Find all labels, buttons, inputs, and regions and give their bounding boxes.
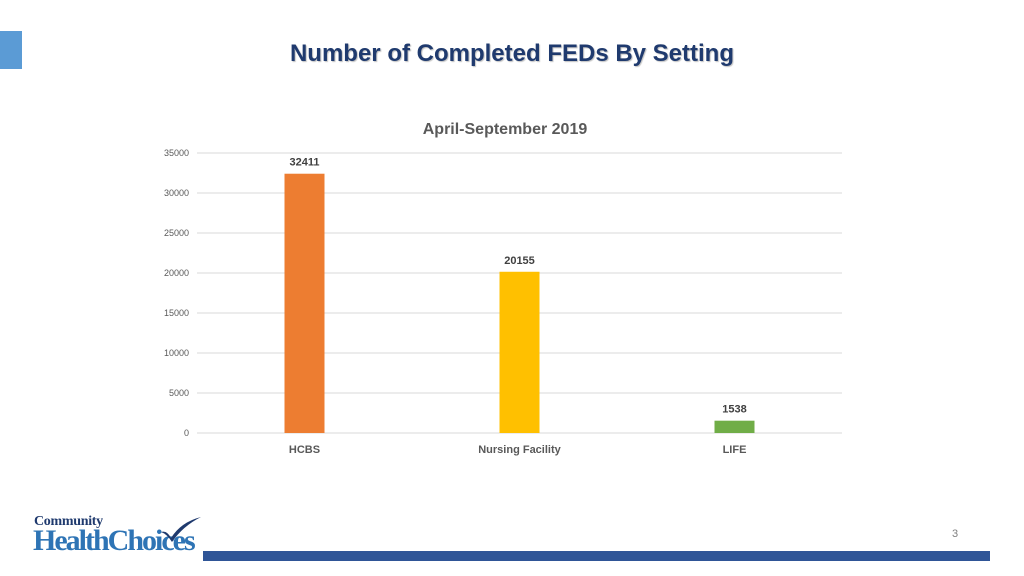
checkmark-icon [161,517,201,542]
data-labels: 32411 20155 1538 [290,157,747,416]
y-tick-label: 15000 [164,308,189,318]
y-tick-label: 20000 [164,268,189,278]
y-tick-label: 5000 [169,388,189,398]
y-axis-ticks: 0 5000 10000 15000 20000 25000 30000 35000 [164,148,189,438]
bar-hcbs [284,173,325,433]
x-category-label: HCBS [289,444,320,456]
chart-title: April-September 2019 [423,121,588,138]
data-label: 20155 [504,255,535,267]
x-category-label: LIFE [723,444,747,456]
data-label: 32411 [290,157,320,169]
logo-line2: HealthChoices [33,524,196,557]
bars [284,173,755,433]
page-number: 3 [951,528,959,540]
x-category-label: Nursing Facility [478,444,561,456]
y-tick-label: 30000 [164,188,189,198]
y-tick-label: 25000 [164,228,189,238]
y-tick-label: 10000 [164,348,189,358]
logo-line1: Community [34,514,103,529]
data-label: 1538 [722,404,746,416]
bar-life [714,420,755,433]
accent-square [0,31,22,69]
bar-chart: April-September 2019 0 5000 10000 15000 2000… [164,121,842,456]
y-tick-label: 0 [184,428,189,438]
x-axis-labels: HCBS Nursing Facility LIFE [289,444,747,456]
bar-nursing-facility [499,271,540,433]
y-tick-label: 35000 [164,148,189,158]
footer-bar [203,551,990,561]
slide-title: Number of Completed FEDs By Setting [289,40,735,67]
community-healthchoices-logo: Community HealthChoices [33,514,201,560]
